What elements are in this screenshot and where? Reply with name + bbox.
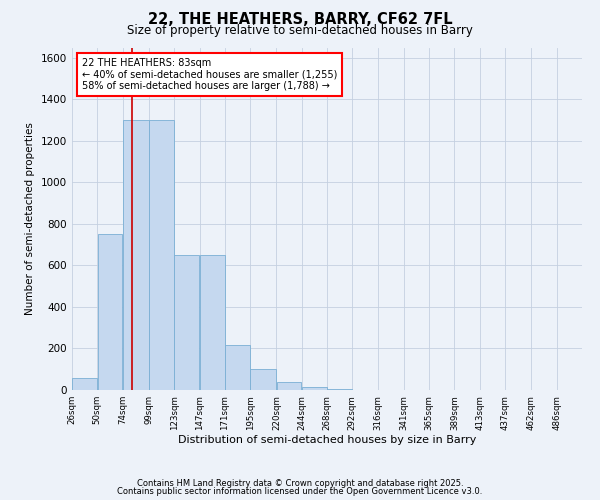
Bar bbox=[200, 255, 224, 390]
Text: Size of property relative to semi-detached houses in Barry: Size of property relative to semi-detach… bbox=[127, 24, 473, 37]
Bar bbox=[98, 234, 122, 390]
Text: 22, THE HEATHERS, BARRY, CF62 7FL: 22, THE HEATHERS, BARRY, CF62 7FL bbox=[148, 12, 452, 28]
Bar bbox=[149, 120, 174, 390]
Bar bbox=[302, 387, 327, 390]
Bar bbox=[250, 369, 276, 390]
Bar bbox=[72, 378, 97, 390]
Bar bbox=[123, 120, 149, 390]
Text: Contains HM Land Registry data © Crown copyright and database right 2025.: Contains HM Land Registry data © Crown c… bbox=[137, 478, 463, 488]
Text: 22 THE HEATHERS: 83sqm
← 40% of semi-detached houses are smaller (1,255)
58% of : 22 THE HEATHERS: 83sqm ← 40% of semi-det… bbox=[82, 58, 338, 91]
Y-axis label: Number of semi-detached properties: Number of semi-detached properties bbox=[25, 122, 35, 315]
Bar bbox=[225, 346, 250, 390]
Bar bbox=[175, 255, 199, 390]
Bar bbox=[277, 382, 301, 390]
Text: Contains public sector information licensed under the Open Government Licence v3: Contains public sector information licen… bbox=[118, 487, 482, 496]
X-axis label: Distribution of semi-detached houses by size in Barry: Distribution of semi-detached houses by … bbox=[178, 436, 476, 446]
Bar bbox=[327, 389, 352, 390]
